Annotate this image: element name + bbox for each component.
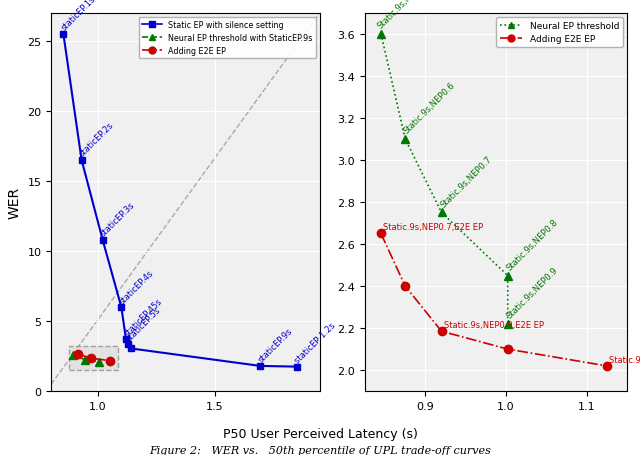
Text: Static.9s,NEP0.7,E2E EP: Static.9s,NEP0.7,E2E EP [383,223,483,232]
Text: staticEP.9s: staticEP.9s [257,326,294,364]
Text: staticEP.3s: staticEP.3s [99,200,137,238]
Text: Static.9s,NEP0.8: Static.9s,NEP0.8 [504,217,559,272]
Text: Static.9s,NEP0.5: Static.9s,NEP0.5 [376,0,431,30]
Text: staticEP 1.2s: staticEP 1.2s [293,321,337,365]
Text: staticEP.4s: staticEP.4s [118,268,156,305]
Legend: Static EP with silence setting, Neural EP threshold with StaticEP.9s, Adding E2E: Static EP with silence setting, Neural E… [139,18,316,59]
Text: Figure 2:   WER vs.   50th percentile of UPL trade-off curves: Figure 2: WER vs. 50th percentile of UPL… [149,445,491,455]
Y-axis label: WER: WER [8,187,22,218]
Text: staticEP.1s: staticEP.1s [60,0,97,33]
Text: Static.9s,E2E EP: Static.9s,E2E EP [609,355,640,364]
Text: Static.9s,NEP0.9: Static.9s,NEP0.9 [504,265,559,320]
Text: staticEP.5s: staticEP.5s [125,305,163,342]
Bar [68,347,118,370]
Text: staticEP.2s: staticEP.2s [78,121,116,158]
Text: Static.9s,NEP0.6: Static.9s,NEP0.6 [402,81,457,135]
Legend: Neural EP threshold, Adding E2E EP: Neural EP threshold, Adding E2E EP [496,18,623,48]
Text: Static.9s,NEP0.7: Static.9s,NEP0.7 [438,154,493,209]
Text: P50 User Perceived Latency (s): P50 User Perceived Latency (s) [223,427,417,440]
Text: staticEP.45s: staticEP.45s [122,296,164,338]
Text: Static.9s,NEP0.9,E2E EP: Static.9s,NEP0.9,E2E EP [444,320,544,329]
